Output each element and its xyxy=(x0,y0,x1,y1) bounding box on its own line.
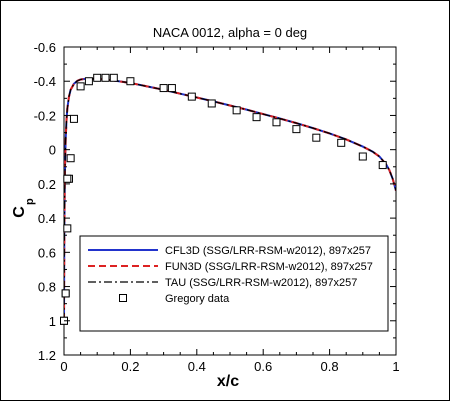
axis-ticks: 0 0.2 0.4 0.6 0.8 1 -0.6 -0.4 -0.2 0 0.2 0.4 0.6 0.8 1… xyxy=(34,40,400,374)
legend-label: Gregory data xyxy=(165,293,230,305)
gregory-data-point xyxy=(93,73,102,82)
legend-marker-gregory xyxy=(119,294,127,302)
gregory-data-point xyxy=(252,113,261,122)
gregory-data-point xyxy=(159,84,168,93)
y-tick-label: 1 xyxy=(49,314,56,329)
y-tick-label: -0.2 xyxy=(34,108,56,123)
x-tick-label: 0.2 xyxy=(121,359,139,374)
gregory-data-point xyxy=(358,152,367,161)
chart-title: NACA 0012, alpha = 0 deg xyxy=(153,25,307,40)
x-tick-label: 1 xyxy=(392,359,399,374)
y-tick-label: 0 xyxy=(49,143,56,158)
y-tick-label: -0.6 xyxy=(34,40,56,55)
y-tick-label: 0.6 xyxy=(38,245,56,260)
gregory-data-point xyxy=(66,154,75,163)
gregory-data-point xyxy=(61,289,70,298)
x-tick-label: 0.8 xyxy=(321,359,339,374)
x-tick-label: 0.4 xyxy=(188,359,206,374)
gregory-data-point xyxy=(207,99,216,108)
y-axis-label-main: C xyxy=(11,206,28,218)
gregory-data-point xyxy=(187,92,196,101)
y-tick-label: -0.4 xyxy=(34,74,56,89)
x-tick-label: 0.6 xyxy=(254,359,272,374)
series-line-tau xyxy=(64,78,396,321)
gregory-data-point xyxy=(101,73,110,82)
legend-label: TAU (SSG/LRR-RSM-w2012), 897x257 xyxy=(165,277,357,289)
gregory-data-point xyxy=(126,77,135,86)
legend-label: FUN3D (SSG/LRR-RSM-w2012), 897x257 xyxy=(165,261,373,273)
gregory-data-point xyxy=(292,125,301,134)
y-tick-label: 0.4 xyxy=(38,211,56,226)
gregory-data-point xyxy=(167,84,176,93)
gregory-data-point xyxy=(109,73,118,82)
gregory-data-point xyxy=(63,224,72,233)
gregory-data-point xyxy=(63,174,72,183)
y-tick-label: 0.8 xyxy=(38,280,56,295)
y-axis-label-subscript: p xyxy=(24,198,36,205)
legend-label: CFL3D (SSG/LRR-RSM-w2012), 897x257 xyxy=(165,245,371,257)
gregory-data-point xyxy=(84,77,93,86)
gregory-data-point xyxy=(378,161,387,170)
gregory-data-point xyxy=(272,118,281,127)
gregory-data-point xyxy=(232,106,241,115)
legend: CFL3D (SSG/LRR-RSM-w2012), 897x257 FUN3D … xyxy=(79,235,389,332)
y-tick-label: 1.2 xyxy=(38,348,56,363)
gregory-data-point xyxy=(69,114,78,123)
x-tick-label: 0 xyxy=(60,359,67,374)
y-tick-label: 0.2 xyxy=(38,177,56,192)
gregory-data-point xyxy=(76,82,85,91)
legend-box xyxy=(79,235,389,332)
x-axis-label: x/c xyxy=(217,373,239,390)
gregory-data-point xyxy=(337,138,346,147)
gregory-data-point xyxy=(312,133,321,142)
y-axis-label: C p xyxy=(11,198,36,218)
